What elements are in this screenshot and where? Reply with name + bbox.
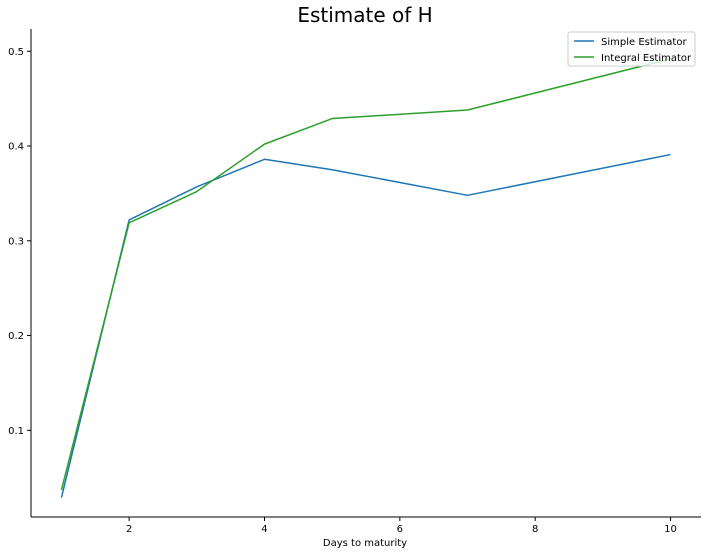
y-tick-label: 0.1 — [8, 426, 24, 437]
x-tick-label: 4 — [261, 524, 267, 535]
legend-frame — [567, 31, 696, 67]
x-tick-label: 8 — [532, 524, 538, 535]
y-tick-label: 0.3 — [8, 236, 24, 247]
x-tick-label: 6 — [397, 524, 403, 535]
legend-label-integral-estimator: Integral Estimator — [601, 53, 692, 64]
series-line-simple-estimator — [60, 153, 671, 498]
x-axis-title: Days to maturity — [323, 538, 407, 549]
legend-label-simple-estimator: Simple Estimator — [601, 37, 687, 48]
y-tick-label: 0.2 — [8, 331, 24, 342]
y-tick-label: 0.5 — [8, 47, 24, 58]
legend: Simple Estimator Integral Estimator — [567, 31, 696, 67]
x-tick-label: 10 — [664, 524, 677, 535]
y-tick-label: 0.4 — [8, 142, 24, 153]
x-tick-label: 2 — [126, 524, 132, 535]
chart-title: Estimate of H — [297, 3, 432, 27]
series-layer — [60, 58, 671, 498]
y-axis-ticks: 0.1 0.2 0.3 0.4 0.5 — [8, 47, 31, 437]
series-line-integral-estimator — [60, 58, 671, 491]
x-axis-ticks: 2 4 6 8 10 — [126, 517, 677, 535]
